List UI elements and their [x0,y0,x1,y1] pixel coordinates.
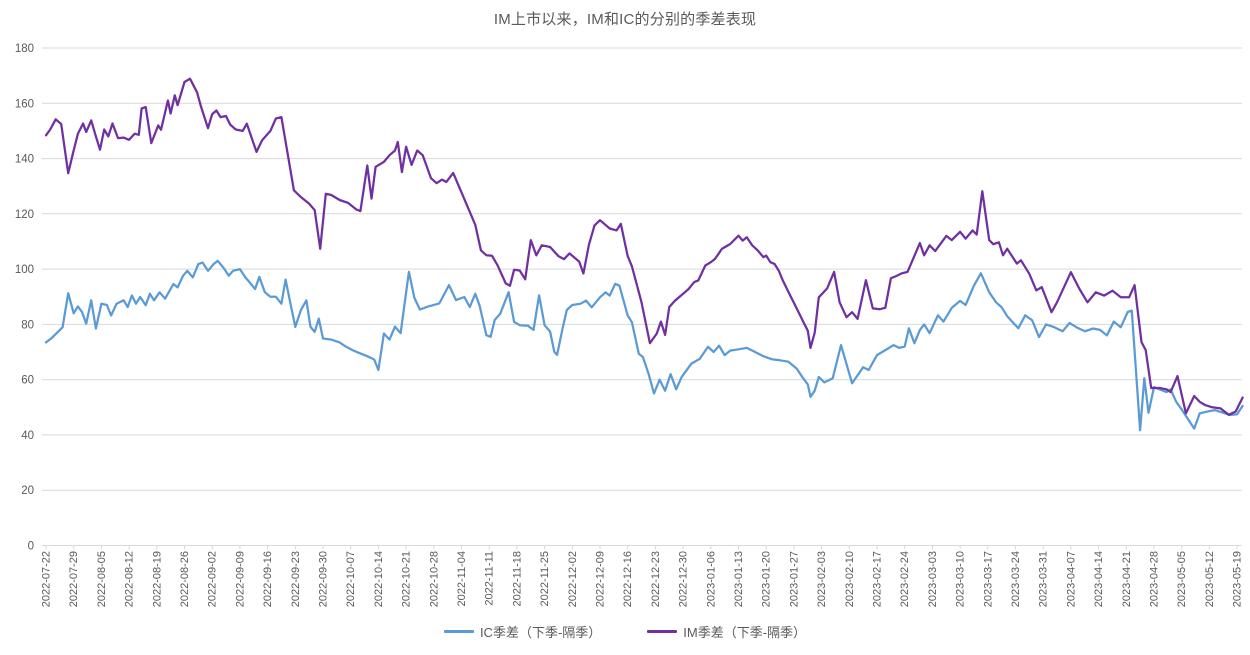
x-axis-tick-label: 2023-05-19 [1232,551,1244,607]
x-axis-tick-label: 2022-10-28 [428,551,440,607]
x-axis-tick-label: 2022-08-26 [179,551,191,607]
y-axis-tick-label: 180 [15,43,34,55]
legend-label-im: IM季差（下季-隔季） [683,625,807,640]
im-series-line [44,77,1244,416]
y-axis-tick-label: 160 [15,98,34,110]
x-axis-tick-label: 2022-11-25 [539,551,551,606]
y-axis-tick-label: 120 [15,209,34,221]
x-axis-tick-label: 2023-03-10 [955,551,967,607]
x-axis-tick-label: 2022-07-29 [68,551,80,607]
x-axis-tick-label: 2022-10-21 [401,551,413,607]
x-axis-tick-label: 2022-12-30 [678,551,690,607]
chart-title: IM上市以来，IM和IC的分别的季差表现 [493,11,757,28]
x-axis-tick-label: 2022-11-11 [484,551,496,606]
x-axis-tick-label: 2022-12-09 [595,551,607,607]
x-axis-tick-label: 2022-09-30 [318,551,330,607]
x-axis-tick-label: 2023-03-24 [1010,551,1022,607]
ic-series-line [44,259,1244,432]
ic-series-line-swatch [443,630,474,633]
legend-item-im: IM季差（下季-隔季） [647,622,806,641]
im-series-line-swatch [647,630,678,633]
y-axis-labels: 0 20 40 60 80 100 120 140 160 180 [15,43,34,553]
legend-label-ic: IC季差（下季-隔季） [479,625,602,640]
x-axis-tick-label: 2022-09-09 [234,551,246,607]
x-axis-tick-label: 2023-02-03 [816,551,828,607]
y-axis-tick-label: 20 [21,485,34,497]
x-axis-tick-label: 2022-12-23 [650,551,662,607]
x-axis-tick-label: 2023-01-27 [788,551,800,607]
x-axis-tick-label: 2022-12-02 [567,551,579,607]
x-axis-tick-label: 2023-04-14 [1093,551,1105,607]
gridlines [42,47,1242,546]
legend-item-ic: IC季差（下季-隔季） [443,622,602,641]
y-axis-tick-label: 60 [21,375,34,387]
x-axis-tick-label: 2023-04-28 [1149,551,1161,607]
x-axis-tick-label: 2023-05-05 [1176,551,1188,607]
x-axis-tick-label: 2022-12-16 [622,551,634,607]
x-axis-tick-label: 2022-11-04 [456,551,468,606]
x-axis-tick-label: 2022-08-12 [124,551,136,607]
x-axis-ticks [45,545,1238,550]
x-axis-tick-label: 2023-04-21 [1121,551,1133,607]
x-axis-tick-label: 2023-04-07 [1065,551,1077,607]
y-axis-tick-label: 0 [28,541,34,553]
x-axis-tick-label: 2023-01-20 [761,551,773,607]
x-axis-tick-label: 2023-03-17 [982,551,994,607]
x-axis-tick-label: 2022-10-07 [345,551,357,607]
x-axis-tick-label: 2023-02-10 [844,551,856,607]
x-axis-tick-label: 2023-03-31 [1038,551,1050,607]
x-axis-tick-label: 2023-01-06 [705,551,717,607]
x-axis-tick-label: 2023-01-13 [733,551,745,607]
x-axis-tick-label: 2022-07-22 [41,551,53,607]
x-axis-tick-label: 2023-02-17 [872,551,884,607]
x-axis-tick-label: 2022-09-23 [290,551,302,607]
x-axis-tick-label: 2022-08-19 [151,551,163,607]
y-axis-tick-label: 40 [21,430,34,442]
y-axis-tick-label: 80 [21,319,34,331]
x-axis-tick-label: 2022-09-16 [262,551,274,607]
legend: IC季差（下季-隔季） IM季差（下季-隔季） [0,622,1250,641]
x-axis-tick-label: 2022-09-02 [207,551,219,607]
x-axis-tick-label: 2022-11-18 [511,551,523,606]
x-axis-labels: 2022-07-22 2022-07-29 2022-08-05 2022-08-12… [41,551,1244,607]
x-axis-tick-label: 2023-05-12 [1204,551,1216,607]
x-axis-tick-label: 2022-10-14 [373,551,385,607]
y-axis-tick-label: 140 [15,154,34,166]
x-axis-tick-label: 2023-03-03 [927,551,939,607]
x-axis-tick-label: 2023-02-24 [899,551,911,607]
x-axis-tick-label: 2022-08-05 [96,551,108,607]
y-axis-tick-label: 100 [15,264,34,276]
